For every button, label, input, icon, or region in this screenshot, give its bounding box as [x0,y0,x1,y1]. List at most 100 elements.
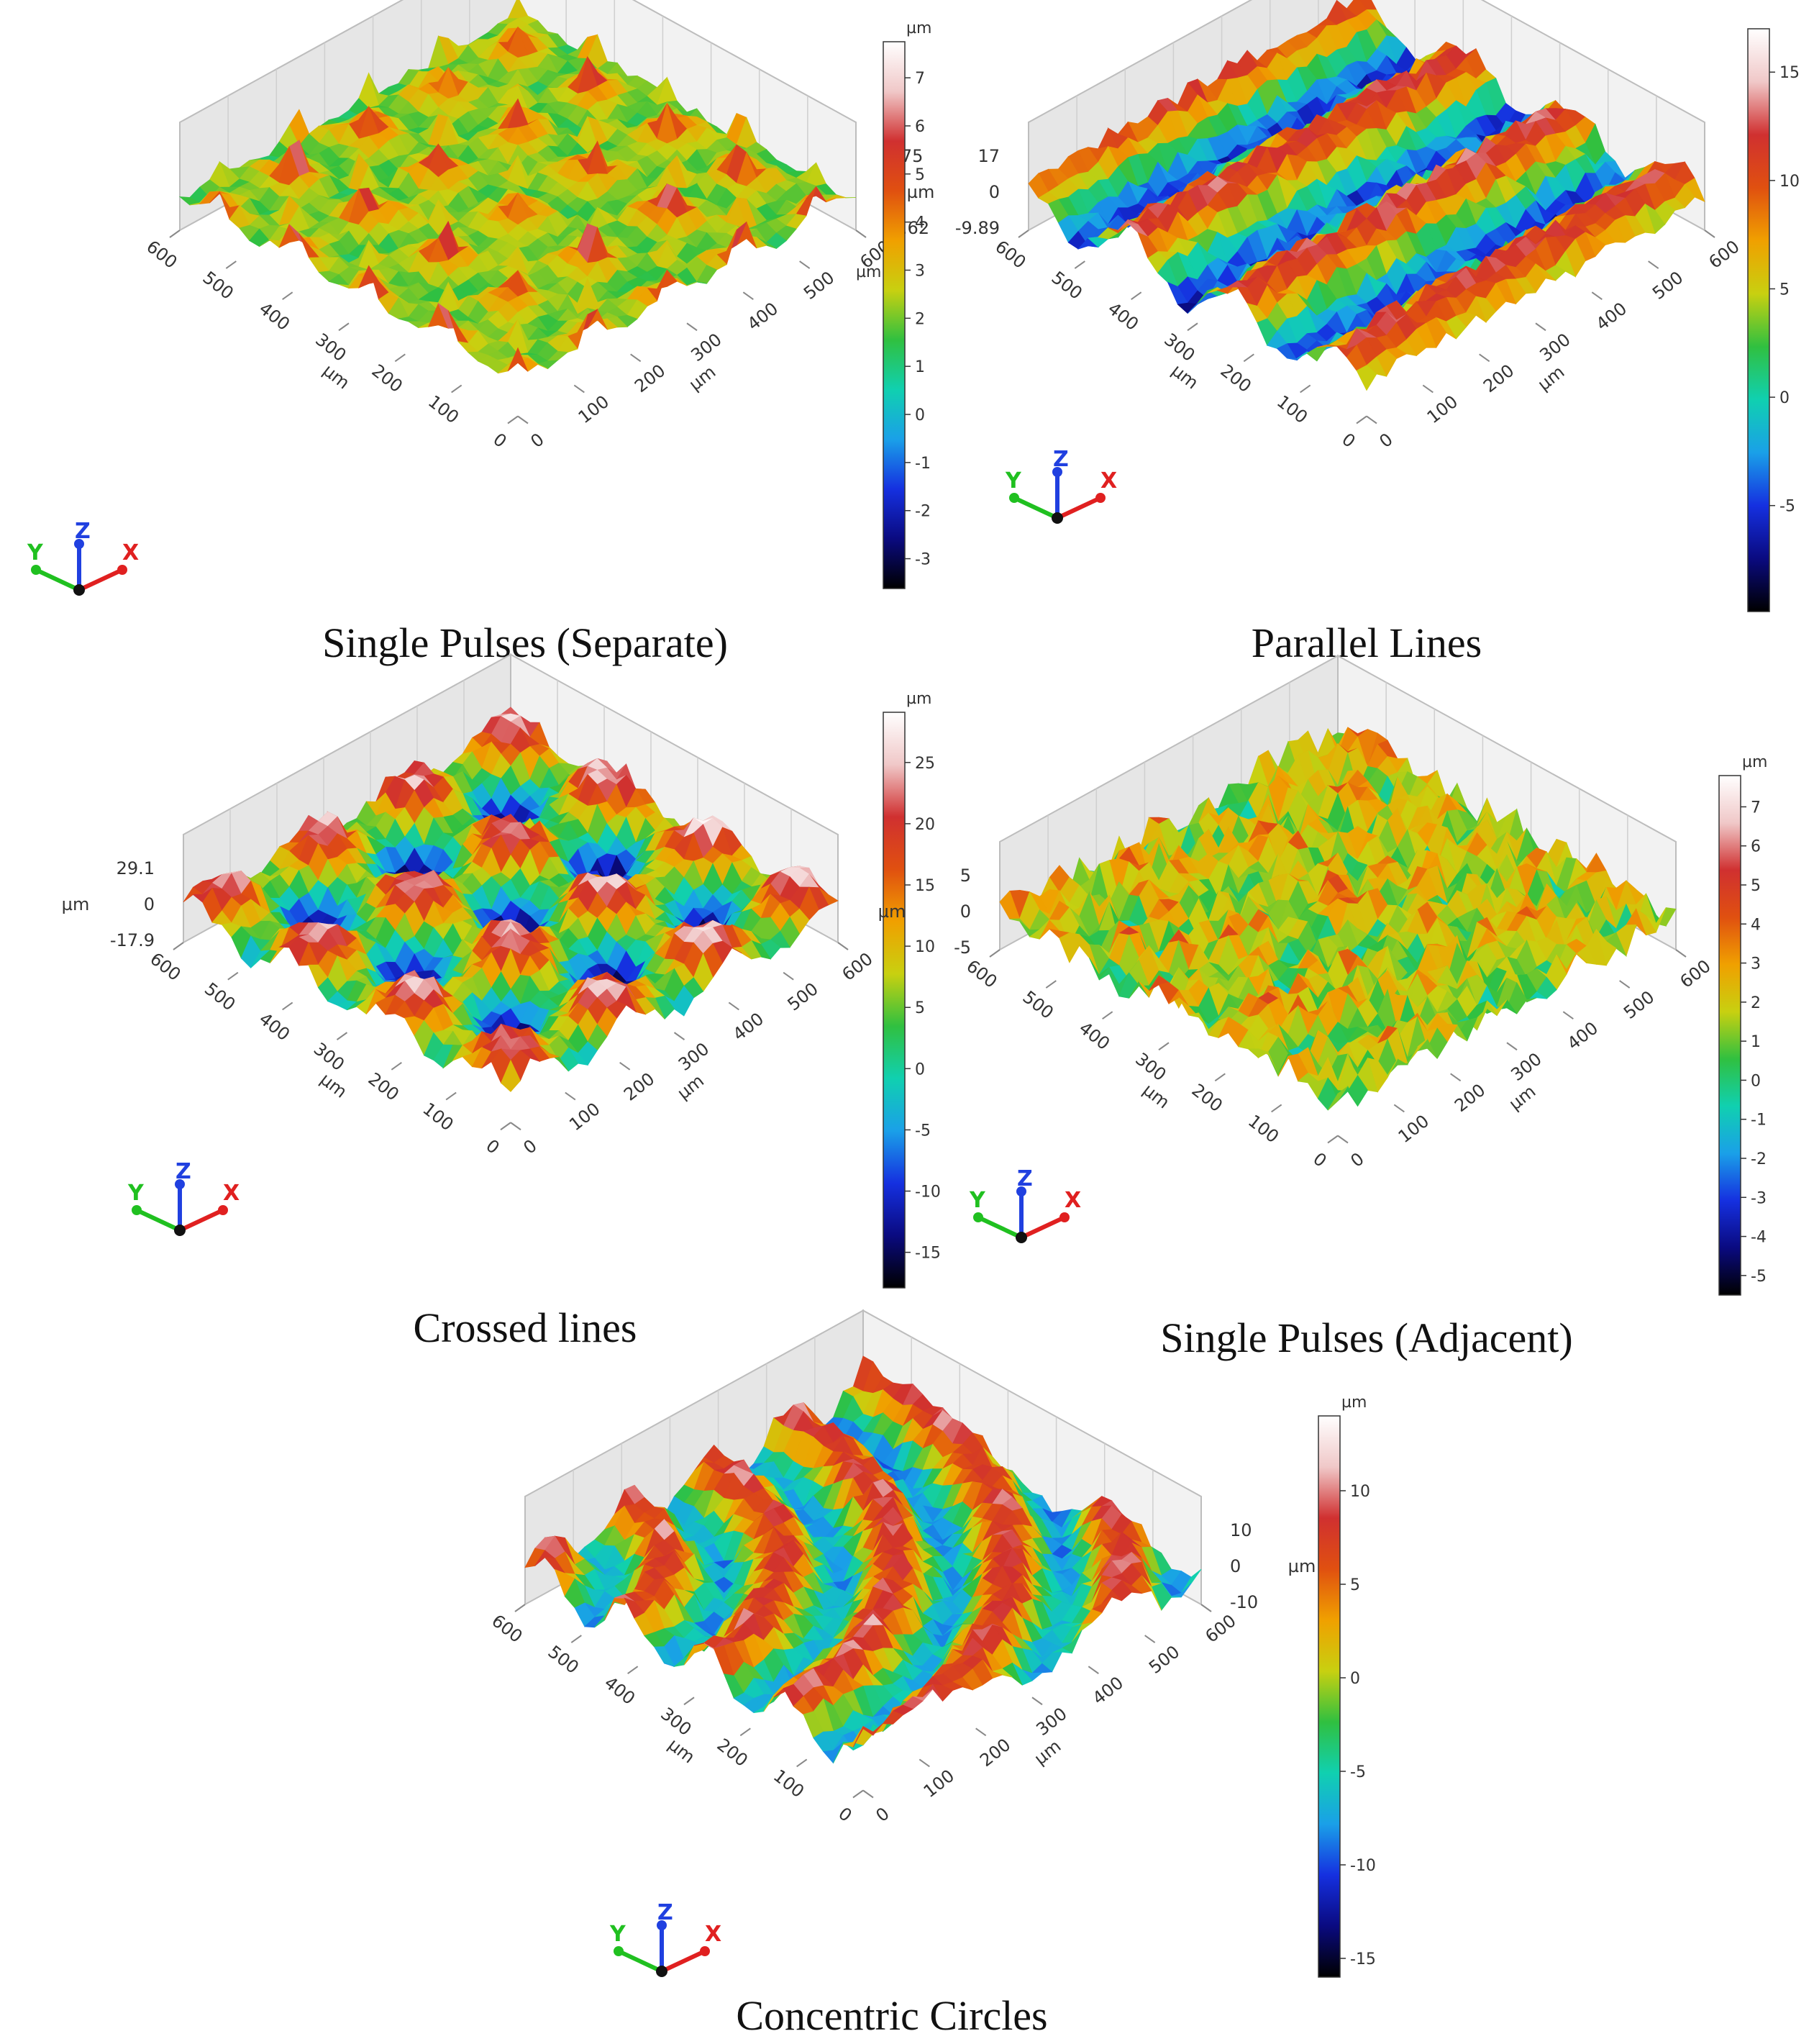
colorbar-tick-label: 1 [1751,1033,1761,1051]
x-tick-label: 400 [1104,299,1142,335]
colorbar-tick-label: 5 [1350,1576,1360,1594]
surface-mesh [524,1355,1202,1764]
y-tick-label: 400 [744,299,782,335]
panel-4: 0 100 200 300 400 500 600 µm 0 100 200 300 400 500 600… [878,654,1814,1324]
z-tick-label: -10 [1230,1592,1258,1612]
surface-mesh [178,0,857,374]
y-tick-label: 500 [784,978,822,1014]
x-axis-unit: µm [665,1735,699,1768]
colorbar-gradient [883,712,906,1289]
surface-mesh [999,727,1677,1111]
colorbar-tick-label: 1 [915,358,925,376]
xyz-axis-triad-icon: YZX [609,1900,721,1977]
z-axis: 29.1 0 -17.9 µm [62,858,155,950]
panel-caption: Single Pulses (Separate) [322,619,728,666]
surface-mesh [1028,0,1705,391]
x-tick-label: 200 [365,1068,403,1104]
colorbar-tick-label: -15 [915,1245,941,1263]
z-axis-unit: µm [62,894,90,914]
panel-caption: Parallel Lines [1251,619,1482,666]
y-tick-label: 0 [1375,429,1396,451]
xyz-axis-triad-icon: YZX [27,519,139,596]
colorbar: 15 10 5 0 -5 [1747,28,1800,612]
x-tick-label: 600 [991,237,1029,273]
z-tick-label: 5 [960,866,971,886]
y-tick-label: 300 [1507,1049,1545,1085]
z-tick-label: 29.1 [117,858,155,878]
colorbar-tick-label: -5 [1779,498,1795,516]
svg-text:Y: Y [127,1181,145,1206]
svg-text:Z: Z [1053,447,1069,472]
colorbar-tick-label: 7 [1751,799,1761,817]
colorbar-tick-label: 20 [915,816,935,834]
colorbar: 7 6 5 4 3 2 1 0 -1 -2 -3 µm µm [856,19,931,589]
z-axis-unit: µm [1288,1556,1316,1576]
x-tick-label: 600 [962,956,1001,992]
x-axis-unit: µm [1168,360,1203,394]
colorbar-tick-label: 15 [1779,64,1800,82]
colorbar-tick-label: -3 [1751,1189,1767,1207]
panel-2: 0 100 200 300 400 500 600 µm 0 100 200 300 400 500 600… [907,0,1814,633]
svg-text:Y: Y [27,540,44,565]
panel-caption: Concentric Circles [736,1992,1048,2039]
xyz-axis-triad-icon: YZX [1005,447,1117,524]
y-tick-label: 400 [1592,299,1631,335]
colorbar: 10 5 0 -5 -10 -15 µm [1318,1394,1376,1978]
colorbar-tick-label: 0 [1779,389,1790,407]
colorbar-gradient [1747,28,1770,612]
colorbar-tick-label: 5 [915,166,925,184]
z-tick-label: 0 [144,894,155,914]
colorbar-tick-label: 5 [1779,281,1790,299]
colorbar-tick-label: 0 [915,406,925,424]
y-tick-label: 0 [872,1803,893,1825]
colorbar: 25 20 15 10 5 0 -5 -10 -15 µm [883,690,941,1289]
colorbar-unit: µm [1341,1394,1367,1412]
colorbar-tick-label: 0 [915,1060,925,1078]
y-axis-unit: µm [685,362,720,395]
colorbar-tick-label: -1 [915,455,931,473]
colorbar-tick-label: 10 [915,938,935,956]
y-tick-label: 200 [1451,1080,1489,1116]
colorbar-tick-label: 6 [1751,838,1761,856]
y-tick-label: 400 [1564,1018,1602,1054]
colorbar-tick-label: -5 [915,1122,931,1140]
colorbar-tick-label: 15 [915,877,935,895]
y-axis-unit: µm [1505,1081,1540,1114]
y-tick-label: 300 [1536,330,1574,365]
y-tick-label: 400 [1089,1673,1127,1709]
colorbar-tick-label: -2 [1751,1150,1767,1168]
panel-caption: Single Pulses (Adjacent) [1160,1314,1573,1361]
colorbar-tick-label: -4 [1751,1229,1767,1247]
colorbar-tick-label: 0 [1350,1670,1360,1688]
colorbar-tick-label: -10 [915,1184,941,1202]
panel-5: 0 100 200 300 400 500 600 µm 0 100 200 300 400 500 600… [488,1309,1439,2015]
x-tick-label: 0 [482,1135,503,1158]
colorbar-tick-label: 2 [915,310,925,328]
x-tick-label: 400 [255,299,293,335]
x-tick-label: 100 [424,391,462,427]
z-tick-label: 0 [960,901,971,922]
colorbar-tick-label: -3 [915,551,931,569]
xyz-axis-triad-icon: YZX [127,1159,240,1236]
y-tick-label: 200 [1480,360,1518,396]
surface-mesh [183,707,839,1092]
colorbar-tick-label: 0 [1751,1072,1761,1090]
y-tick-label: 0 [527,429,547,451]
colorbar-tick-label: 6 [915,118,925,136]
x-axis-unit: µm [316,1069,351,1102]
y-tick-label: 300 [1032,1704,1070,1740]
colorbar-tick-label: -1 [1751,1112,1767,1130]
x-tick-label: 500 [199,268,237,304]
y-tick-label: 200 [976,1735,1014,1771]
x-tick-label: 600 [488,1611,526,1647]
y-tick-label: 400 [729,1009,767,1045]
colorbar-tick-label: 5 [915,999,925,1017]
x-tick-label: 200 [1188,1080,1226,1116]
x-tick-label: 400 [1075,1018,1113,1054]
colorbar-tick-label: 10 [1350,1483,1370,1501]
x-tick-label: 500 [1048,268,1086,304]
x-axis-unit: µm [1139,1080,1174,1113]
x-tick-label: 0 [834,1803,855,1825]
colorbar: 7 6 5 4 3 2 1 0 -1 -2 -3 -4 -5 µm [1718,753,1767,1296]
z-tick-label: 0 [989,182,1000,202]
